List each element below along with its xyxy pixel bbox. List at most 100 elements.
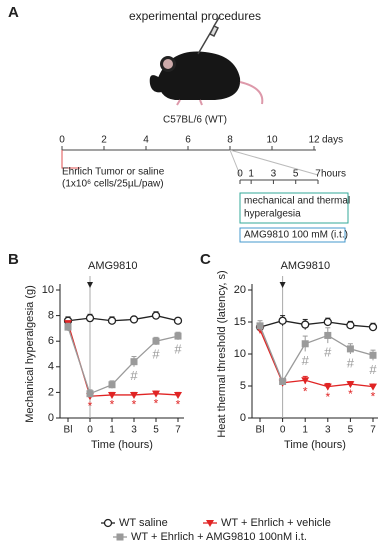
series-line [67,314,179,322]
marker [346,381,355,389]
marker [324,331,332,339]
marker [301,340,309,348]
tick-label: 6 [185,135,191,146]
tick-label: 7 [315,169,321,180]
marker [369,383,377,391]
series-line [259,325,374,383]
drug-box [239,227,346,243]
marker [368,322,378,332]
marker [173,316,183,325]
significance-mark: * [110,398,115,412]
tick-label: 2 [101,135,107,146]
marker [174,332,182,340]
marker [323,317,332,327]
box-text: mechanical and thermal [244,196,350,207]
x-tick-label: 3 [325,425,331,436]
marker [346,345,354,353]
panel-label: A [8,4,19,21]
significance-mark: # [174,341,182,356]
marker [108,391,116,399]
tick-label: 3 [271,169,277,180]
x-tick-label: 5 [153,425,159,436]
marker [206,520,214,527]
measure-box [239,192,349,224]
marker [130,391,138,399]
marker [301,377,310,385]
unit-label: hours [321,169,346,180]
marker [108,381,116,389]
legend-label: WT + Ehrlich + AMG9810 100nM i.t. [131,531,307,543]
y-tick-label: 0 [240,412,246,424]
marker [116,533,124,541]
event-arrow [87,282,93,288]
y-tick-label: 6 [48,335,54,347]
y-axis-label: Heat thermal threshold (latency, s) [216,270,228,437]
x-axis-label: Time (hours) [91,439,153,451]
unit-label: days [322,135,343,146]
marker [64,323,72,331]
significance-mark: # [130,368,138,383]
significance-mark: * [303,384,308,398]
marker [256,322,264,330]
x-tick-label: 1 [109,425,115,436]
significance-mark: # [324,345,332,360]
marker [346,321,355,330]
marker [278,316,287,325]
y-axis-label: Mechanical hyperalgesia (g) [24,285,36,423]
x-tick-label: Bl [64,425,73,436]
x-tick-label: 5 [348,425,354,436]
significance-mark: * [371,389,376,403]
x-tick-label: Bl [256,425,265,436]
series-line [259,329,374,388]
x-tick-label: 7 [175,425,181,436]
significance-mark: # [302,353,310,368]
x-axis-label: Time (hours) [284,439,346,451]
marker [151,311,161,320]
y-tick-label: 8 [48,310,54,322]
y-tick-label: 10 [42,284,54,296]
x-tick-label: 1 [302,425,308,436]
marker [369,351,377,359]
injection-label: (1x10⁶ cells/25µL/paw) [62,179,164,190]
y-tick-label: 4 [48,361,54,373]
strain-label: C57BL/6 (WT) [163,115,227,126]
significance-mark: * [88,399,93,413]
marker [301,320,310,329]
annotation: AMG9810 [281,260,331,272]
tick-label: 0 [59,135,65,146]
mouse [149,15,264,106]
panel-label: B [8,251,19,268]
y-tick-label: 20 [234,284,246,296]
marker [85,314,95,323]
marker [152,390,160,398]
tick-label: 4 [143,135,149,146]
zoom-lines [229,149,319,176]
injection-label: Ehrlich Tumor or saline [62,167,165,178]
marker [279,378,287,386]
series-line [67,326,179,395]
tick-label: 10 [266,135,278,146]
significance-mark: * [132,398,137,412]
marker [107,316,117,325]
injection-marker [61,150,80,169]
box-text: AMG9810 100 mM (i.t.) [244,230,348,241]
tick-label: 0 [237,169,243,180]
significance-mark: # [369,362,377,377]
significance-mark: * [325,390,330,404]
y-tick-label: 5 [240,380,246,392]
marker [86,390,94,398]
tick-label: 5 [293,169,299,180]
tick-label: 1 [248,169,254,180]
legend-label: WT saline [119,517,168,529]
tick-label: 12 [308,135,320,146]
significance-mark: * [348,387,353,401]
panel-title: experimental procedures [129,9,261,23]
y-tick-label: 0 [48,412,54,424]
marker [103,518,113,528]
panel-label: C [200,251,211,268]
significance-mark: * [176,398,181,412]
x-tick-label: 0 [280,425,286,436]
significance-mark: # [347,355,355,370]
significance-mark: # [152,346,160,361]
